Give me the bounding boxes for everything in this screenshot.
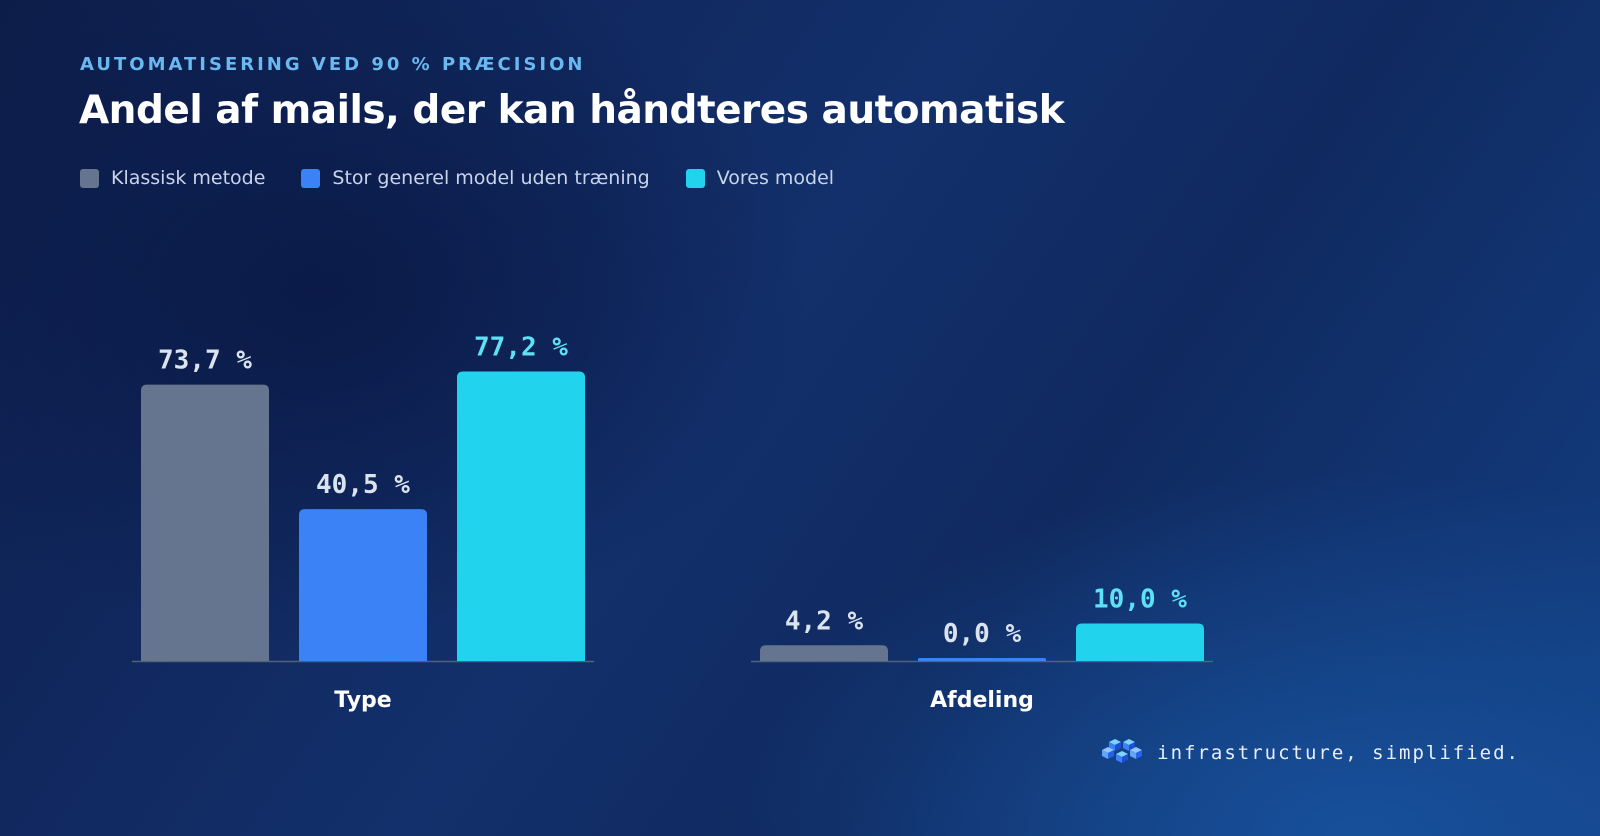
bar bbox=[457, 371, 585, 661]
data-label: 10,0 % bbox=[1093, 585, 1187, 615]
data-label: 73,7 % bbox=[158, 346, 252, 376]
bar bbox=[299, 509, 427, 661]
data-label: 40,5 % bbox=[316, 470, 410, 500]
legend-item-klassisk: Klassisk metode bbox=[80, 167, 265, 189]
legend-swatch bbox=[685, 168, 705, 188]
legend-label: Vores model bbox=[716, 167, 835, 189]
legend-label: Klassisk metode bbox=[111, 167, 266, 189]
legend-swatch bbox=[80, 168, 99, 188]
data-label: 0,0 % bbox=[943, 619, 1022, 649]
legend-item-generel: Stor generel model uden træning bbox=[301, 167, 650, 189]
tagline: infrastructure, simplified. bbox=[1157, 742, 1520, 764]
category-label: Type bbox=[334, 688, 391, 713]
bar bbox=[918, 658, 1046, 661]
eyebrow-label: AUTOMATISERING VED 90 % PRÆCISION bbox=[80, 54, 586, 75]
legend-swatch bbox=[301, 168, 321, 188]
data-label: 4,2 % bbox=[785, 606, 864, 636]
chart-legend: Klassisk metode Stor generel model uden … bbox=[80, 167, 834, 189]
chart-title: Andel af mails, der kan håndteres automa… bbox=[79, 88, 1065, 133]
bar bbox=[141, 384, 269, 661]
stacked-cubes-icon bbox=[1102, 739, 1143, 763]
legend-label: Stor generel model uden træning bbox=[332, 167, 650, 189]
legend-item-vores: Vores model bbox=[685, 167, 835, 189]
brand-footer: infrastructure, simplified. bbox=[1101, 738, 1520, 768]
data-label: 77,2 % bbox=[474, 333, 568, 363]
category-label: Afdeling bbox=[930, 688, 1034, 713]
bar bbox=[760, 645, 888, 661]
bar bbox=[1076, 623, 1204, 661]
